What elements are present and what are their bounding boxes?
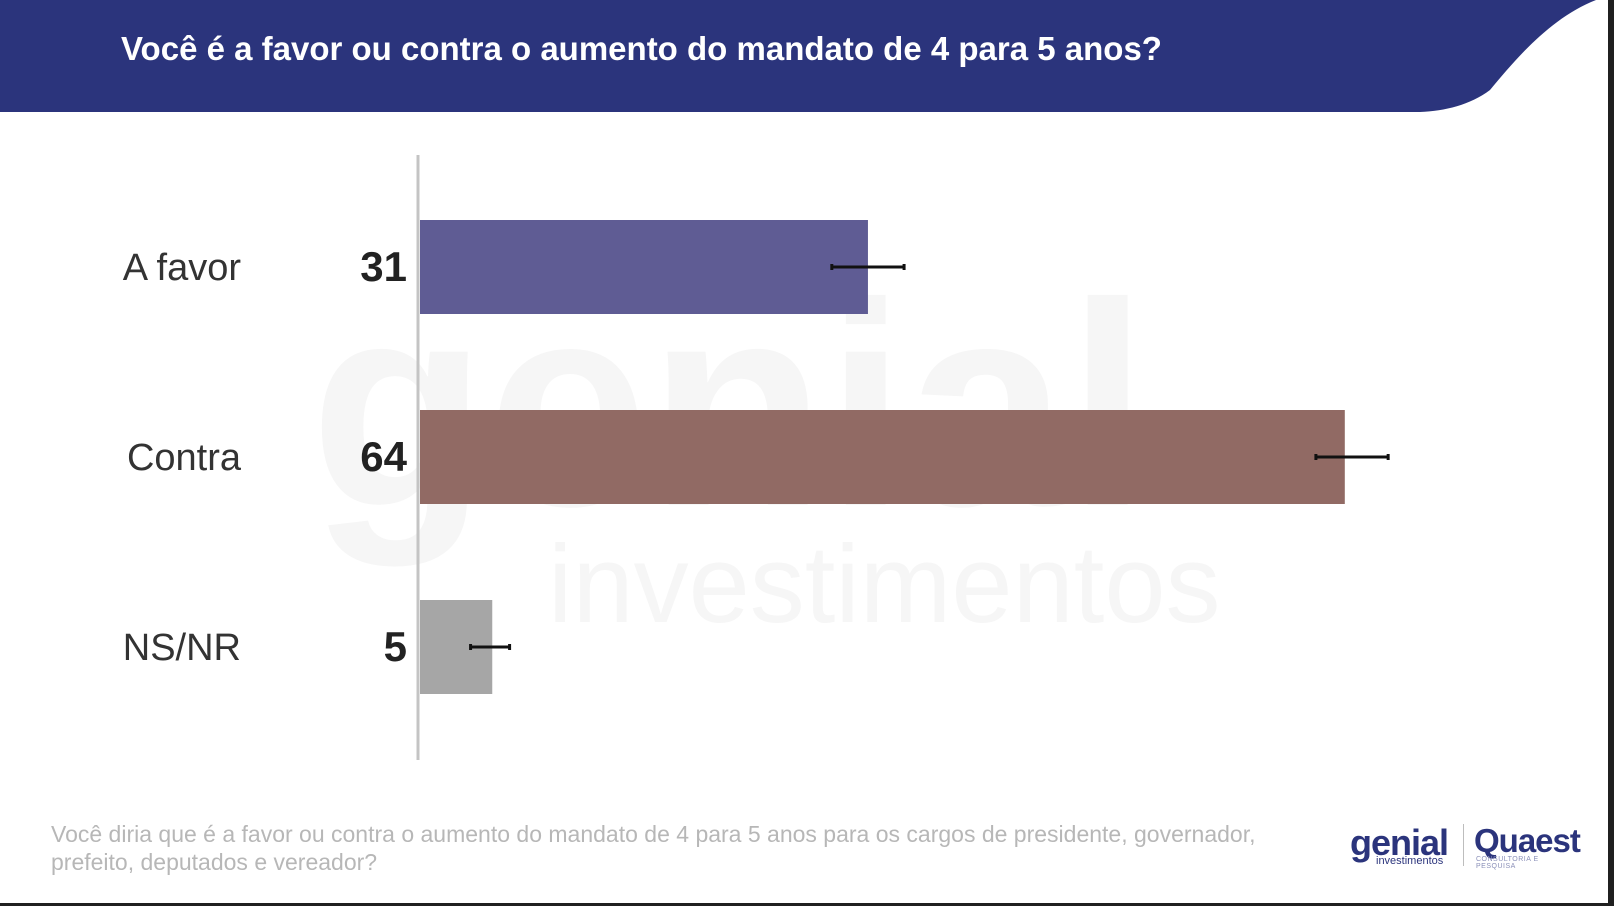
right-edge-line <box>1608 0 1614 906</box>
value-label: 31 <box>360 243 407 290</box>
bar-a-favor <box>420 220 868 314</box>
category-label: NS/NR <box>123 627 241 669</box>
logos: genial investimentos Quaest CONSULTORIA … <box>1350 822 1581 872</box>
category-label: Contra <box>127 437 242 479</box>
question-footnote: Você diria que é a favor ou contra o aum… <box>51 821 1256 875</box>
quaest-logo-sub: CONSULTORIA E PESQUISA <box>1476 856 1539 870</box>
watermark-sub: investimentos <box>548 523 1221 646</box>
genial-logo: genial <box>1350 822 1449 863</box>
header-background <box>0 0 1596 112</box>
bottom-edge-line <box>0 903 1614 906</box>
bars-group: A favor 31 Contra 64 NS/NR 5 <box>123 220 1390 694</box>
page-title: Você é a favor ou contra o aumento do ma… <box>121 30 1162 67</box>
logo-divider <box>1463 824 1464 866</box>
value-label: 64 <box>360 433 407 480</box>
quaest-logo: Quaest <box>1474 822 1581 859</box>
category-label: A favor <box>123 247 242 289</box>
header-banner: Você é a favor ou contra o aumento do ma… <box>0 0 1614 112</box>
genial-logo-sub: investimentos <box>1376 855 1444 867</box>
value-label: 5 <box>384 623 407 670</box>
bar-contra <box>420 410 1345 504</box>
